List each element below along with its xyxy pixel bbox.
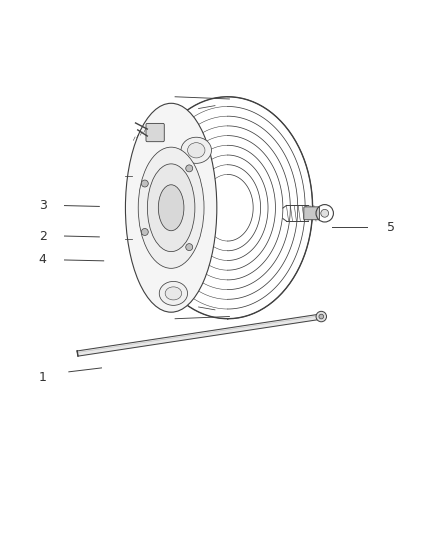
Text: 2: 2 [39, 230, 47, 243]
Ellipse shape [125, 103, 217, 312]
Ellipse shape [158, 185, 184, 231]
Text: 3: 3 [39, 199, 47, 212]
Text: 5: 5 [387, 221, 395, 234]
FancyBboxPatch shape [304, 207, 319, 220]
Circle shape [186, 244, 193, 251]
Ellipse shape [187, 143, 205, 158]
Circle shape [321, 209, 328, 217]
Ellipse shape [159, 281, 187, 305]
Ellipse shape [138, 147, 204, 268]
Polygon shape [77, 314, 321, 356]
Ellipse shape [181, 137, 212, 163]
Circle shape [316, 311, 326, 322]
Text: 1: 1 [39, 371, 47, 384]
FancyBboxPatch shape [146, 124, 164, 142]
Ellipse shape [165, 287, 182, 300]
Circle shape [141, 229, 148, 236]
Circle shape [186, 165, 193, 172]
Text: 4: 4 [39, 254, 47, 266]
Circle shape [141, 180, 148, 187]
Circle shape [319, 314, 324, 319]
Ellipse shape [147, 164, 195, 252]
